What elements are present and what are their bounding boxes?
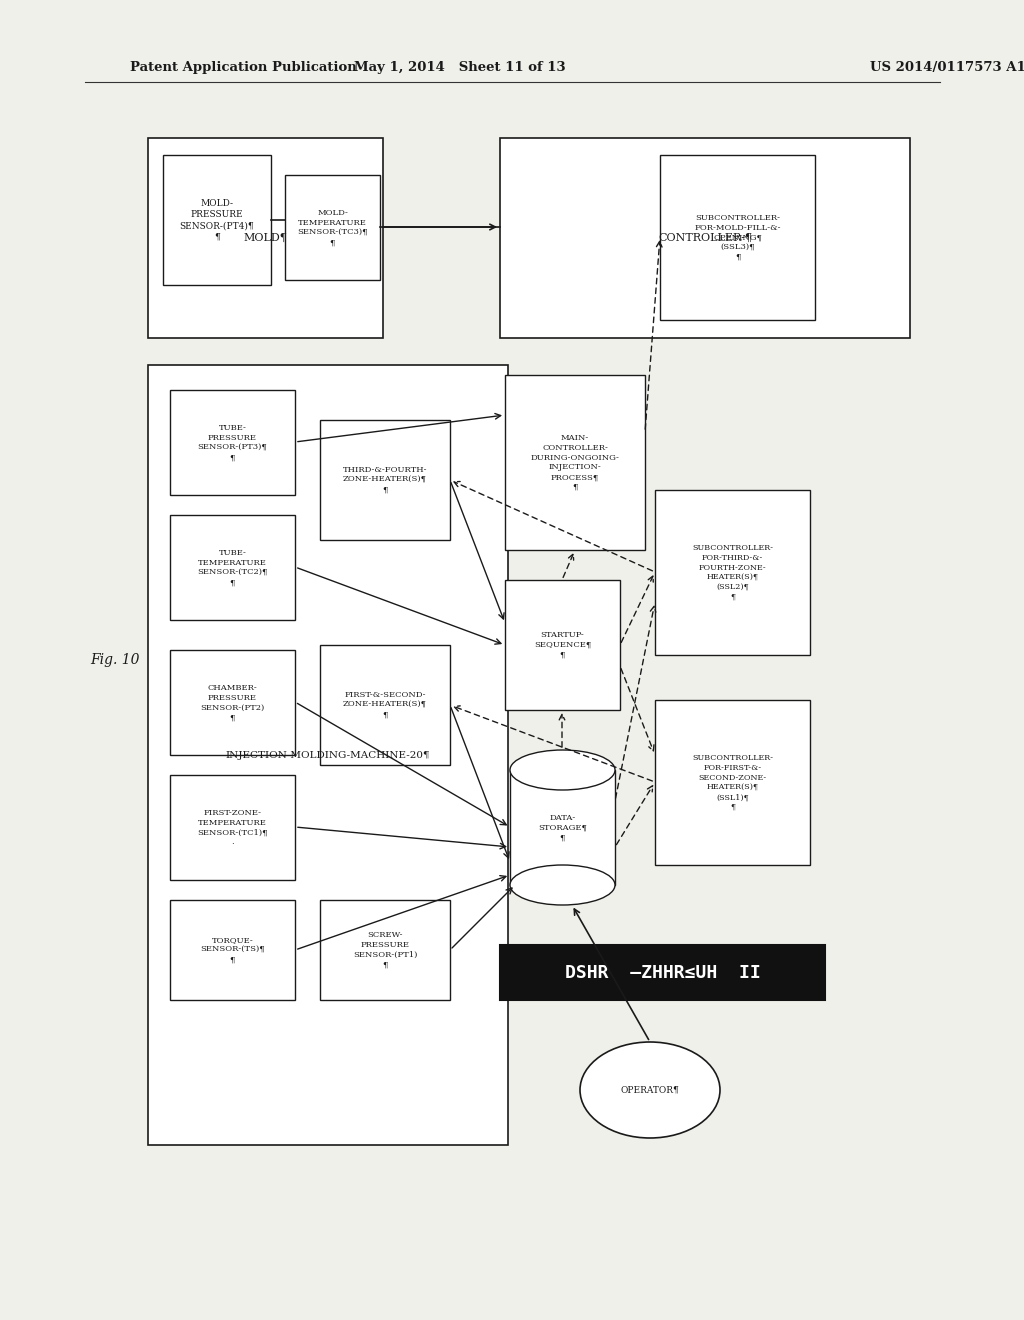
Text: MAIN-
CONTROLLER-
DURING-ONGOING-
INJECTION-
PROCESS¶
¶: MAIN- CONTROLLER- DURING-ONGOING- INJECT… bbox=[530, 434, 620, 491]
Text: May 1, 2014   Sheet 11 of 13: May 1, 2014 Sheet 11 of 13 bbox=[354, 62, 566, 74]
Text: US 2014/0117573 A1: US 2014/0117573 A1 bbox=[870, 62, 1024, 74]
Text: TUBE-
PRESSURE
SENSOR-(PT3)¶
¶: TUBE- PRESSURE SENSOR-(PT3)¶ ¶ bbox=[198, 424, 267, 461]
Text: SUBCONTROLLER-
FOR-FIRST-&-
SECOND-ZONE-
HEATER(S)¶
(SSL1)¶
¶: SUBCONTROLLER- FOR-FIRST-&- SECOND-ZONE-… bbox=[692, 754, 773, 810]
Bar bbox=[170, 515, 295, 620]
Text: DATA-
STORAGE¶
¶: DATA- STORAGE¶ ¶ bbox=[538, 813, 587, 841]
Text: FIRST-&-SECOND-
ZONE-HEATER(S)¶
¶: FIRST-&-SECOND- ZONE-HEATER(S)¶ ¶ bbox=[343, 692, 427, 719]
Ellipse shape bbox=[580, 1041, 720, 1138]
Ellipse shape bbox=[510, 865, 615, 906]
Bar bbox=[285, 176, 380, 280]
Bar bbox=[500, 139, 910, 338]
Bar bbox=[655, 700, 810, 865]
Text: MOLD-
TEMPERATURE
SENSOR-(TC3)¶
¶: MOLD- TEMPERATURE SENSOR-(TC3)¶ ¶ bbox=[297, 209, 368, 247]
Text: STARTUP-
SEQUENCE¶
¶: STARTUP- SEQUENCE¶ ¶ bbox=[534, 631, 591, 659]
Text: MOLD¶: MOLD¶ bbox=[244, 234, 288, 243]
Text: SUBCONTROLLER-
FOR-THIRD-&-
FOURTH-ZONE-
HEATER(S)¶
(SSL2)¶
¶: SUBCONTROLLER- FOR-THIRD-&- FOURTH-ZONE-… bbox=[692, 544, 773, 601]
Bar bbox=[170, 389, 295, 495]
Text: Patent Application Publication: Patent Application Publication bbox=[130, 62, 356, 74]
Bar bbox=[170, 649, 295, 755]
Text: TUBE-
TEMPERATURE
SENSOR-(TC2)¶
¶: TUBE- TEMPERATURE SENSOR-(TC2)¶ ¶ bbox=[198, 549, 267, 586]
Text: MOLD-
PRESSURE
SENSOR-(PT4)¶
¶: MOLD- PRESSURE SENSOR-(PT4)¶ ¶ bbox=[179, 199, 254, 242]
Text: FIRST-ZONE-
TEMPERATURE
SENSOR-(TC1)¶
.: FIRST-ZONE- TEMPERATURE SENSOR-(TC1)¶ . bbox=[198, 809, 267, 846]
Bar bbox=[170, 900, 295, 1001]
Bar bbox=[148, 366, 508, 1144]
Text: CONTROLLER-¶: CONTROLLER-¶ bbox=[658, 234, 752, 243]
Bar bbox=[319, 420, 450, 540]
Text: Fig. 10: Fig. 10 bbox=[90, 653, 139, 667]
Bar bbox=[505, 579, 620, 710]
Bar bbox=[148, 139, 383, 338]
Bar bbox=[500, 945, 825, 1001]
Text: TORQUE-
SENSOR-(TS)¶
¶: TORQUE- SENSOR-(TS)¶ ¶ bbox=[200, 936, 265, 964]
Bar bbox=[510, 770, 615, 884]
Ellipse shape bbox=[510, 750, 615, 789]
Text: CHAMBER-
PRESSURE
SENSOR-(PT2)
¶: CHAMBER- PRESSURE SENSOR-(PT2) ¶ bbox=[201, 684, 264, 721]
Bar bbox=[319, 900, 450, 1001]
Text: SCREW-
PRESSURE
SENSOR-(PT1)
¶: SCREW- PRESSURE SENSOR-(PT1) ¶ bbox=[353, 932, 417, 969]
Text: OPERATOR¶: OPERATOR¶ bbox=[621, 1085, 680, 1094]
Text: SUBCONTROLLER-
FOR-MOLD-FILL-&-
OPENING¶
(SSL3)¶
¶: SUBCONTROLLER- FOR-MOLD-FILL-&- OPENING¶… bbox=[694, 214, 780, 261]
Text: INJECTION-MOLDING-MACHINE-20¶: INJECTION-MOLDING-MACHINE-20¶ bbox=[225, 751, 430, 759]
Bar bbox=[163, 154, 271, 285]
Bar bbox=[319, 645, 450, 766]
Bar bbox=[655, 490, 810, 655]
Bar bbox=[660, 154, 815, 319]
Bar bbox=[505, 375, 645, 550]
Text: THIRD-&-FOURTH-
ZONE-HEATER(S)¶
¶: THIRD-&-FOURTH- ZONE-HEATER(S)¶ ¶ bbox=[343, 466, 427, 494]
Bar bbox=[170, 775, 295, 880]
Text: DSHR  –ZHHR≤UH  II: DSHR –ZHHR≤UH II bbox=[564, 964, 761, 982]
